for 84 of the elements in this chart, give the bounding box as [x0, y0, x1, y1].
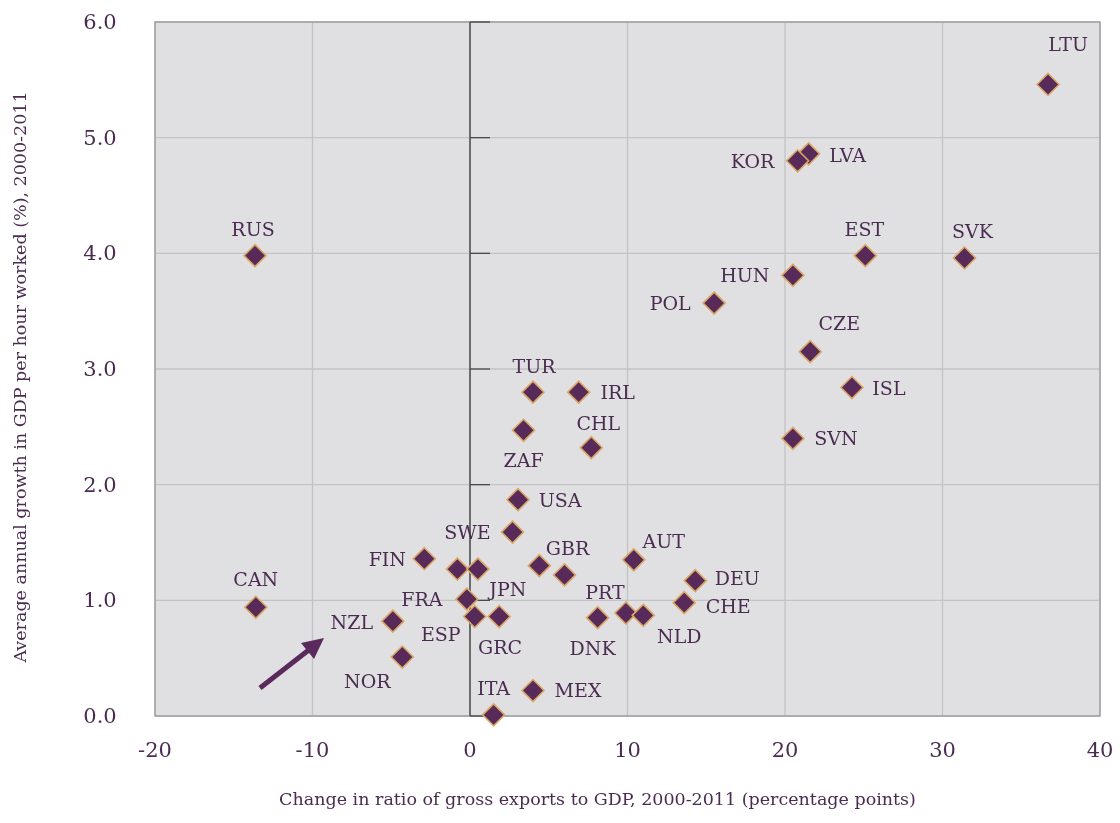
y-tick-label: 1.0: [83, 588, 117, 613]
annotation: CZE: [818, 311, 860, 334]
annotation: NZL: [330, 611, 374, 634]
point: [455, 587, 479, 611]
point: [527, 553, 552, 578]
point: [481, 703, 506, 727]
annotation: POL: [649, 292, 691, 315]
point: [500, 520, 525, 544]
point: [462, 604, 487, 629]
annotation: LTU: [1048, 33, 1088, 56]
annotation: ESP: [420, 622, 461, 645]
point: [853, 243, 878, 268]
point: [579, 435, 604, 460]
point: [702, 291, 726, 315]
y-axis-title: Average annual growth in GDP per hour worked (%), 2000-2011: [10, 91, 30, 664]
annotation: PRT: [585, 581, 625, 604]
point: [390, 645, 415, 669]
point: [785, 149, 810, 173]
annotation: LVA: [829, 143, 867, 166]
point: [585, 605, 610, 630]
point: [243, 243, 267, 268]
y-tick-label: 3.0: [83, 357, 117, 381]
y-tick-label: 2.0: [83, 472, 117, 497]
point: [840, 375, 864, 400]
point: [511, 418, 536, 443]
point: [952, 246, 977, 270]
annotation: CHL: [576, 411, 621, 434]
point: [381, 609, 405, 633]
y-tick-label: 0.0: [83, 704, 117, 728]
x-tick-label: -20: [138, 738, 172, 762]
point: [781, 263, 805, 288]
point: [672, 590, 696, 615]
annotation: USA: [538, 488, 582, 511]
point: [445, 557, 470, 581]
x-tick-label: 10: [614, 738, 641, 762]
y-tick-label: 5.0: [83, 125, 117, 150]
y-tick-label: 4.0: [83, 241, 117, 266]
point: [552, 563, 577, 587]
annotation: IRL: [600, 381, 636, 404]
annotation: CHE: [705, 594, 751, 617]
annotation: ITA: [477, 676, 511, 699]
point: [506, 487, 530, 512]
point: [521, 380, 545, 404]
point: [614, 601, 638, 625]
point: [566, 380, 591, 404]
annotation: CAN: [233, 568, 279, 591]
x-tick-label: -10: [295, 738, 330, 762]
annotation: JPN: [487, 578, 527, 601]
annotation: NLD: [657, 625, 702, 648]
annotation: DEU: [714, 566, 760, 589]
annotation: AUT: [641, 529, 686, 552]
annotation: RUS: [231, 217, 275, 240]
point: [1036, 72, 1060, 97]
annotation: SVN: [814, 427, 858, 450]
point: [798, 339, 822, 364]
annotation: SVK: [952, 219, 994, 242]
annotation: NOR: [344, 670, 392, 693]
annotation: TUR: [512, 355, 557, 378]
annotation: FRA: [401, 588, 443, 611]
x-tick-label: 30: [929, 738, 956, 762]
point: [781, 426, 805, 451]
annotation: FIN: [368, 547, 406, 570]
annotation: DNK: [569, 636, 617, 659]
point: [412, 546, 437, 571]
annotation: GBR: [545, 536, 590, 559]
annotation: EST: [844, 217, 885, 240]
annotation: KOR: [730, 149, 776, 172]
x-tick-label: 0: [463, 738, 477, 762]
point: [244, 595, 268, 620]
point: [622, 548, 646, 572]
point: [487, 604, 511, 629]
point: [683, 568, 708, 593]
y-tick-label: 6.0: [83, 10, 117, 34]
annotation: HUN: [720, 264, 770, 287]
annotation: ISL: [872, 376, 906, 399]
annotation: ZAF: [503, 449, 544, 472]
x-axis-title: Change in ratio of gross exports to GDP, 2000-2011 (percentage points): [279, 789, 916, 809]
x-tick-label: 20: [771, 738, 799, 762]
point: [466, 557, 490, 581]
point: [631, 603, 656, 628]
annotation: GRC: [478, 635, 523, 658]
point: [521, 678, 545, 703]
annotation: MEX: [554, 678, 602, 701]
x-tick-label: 40: [1086, 738, 1114, 762]
